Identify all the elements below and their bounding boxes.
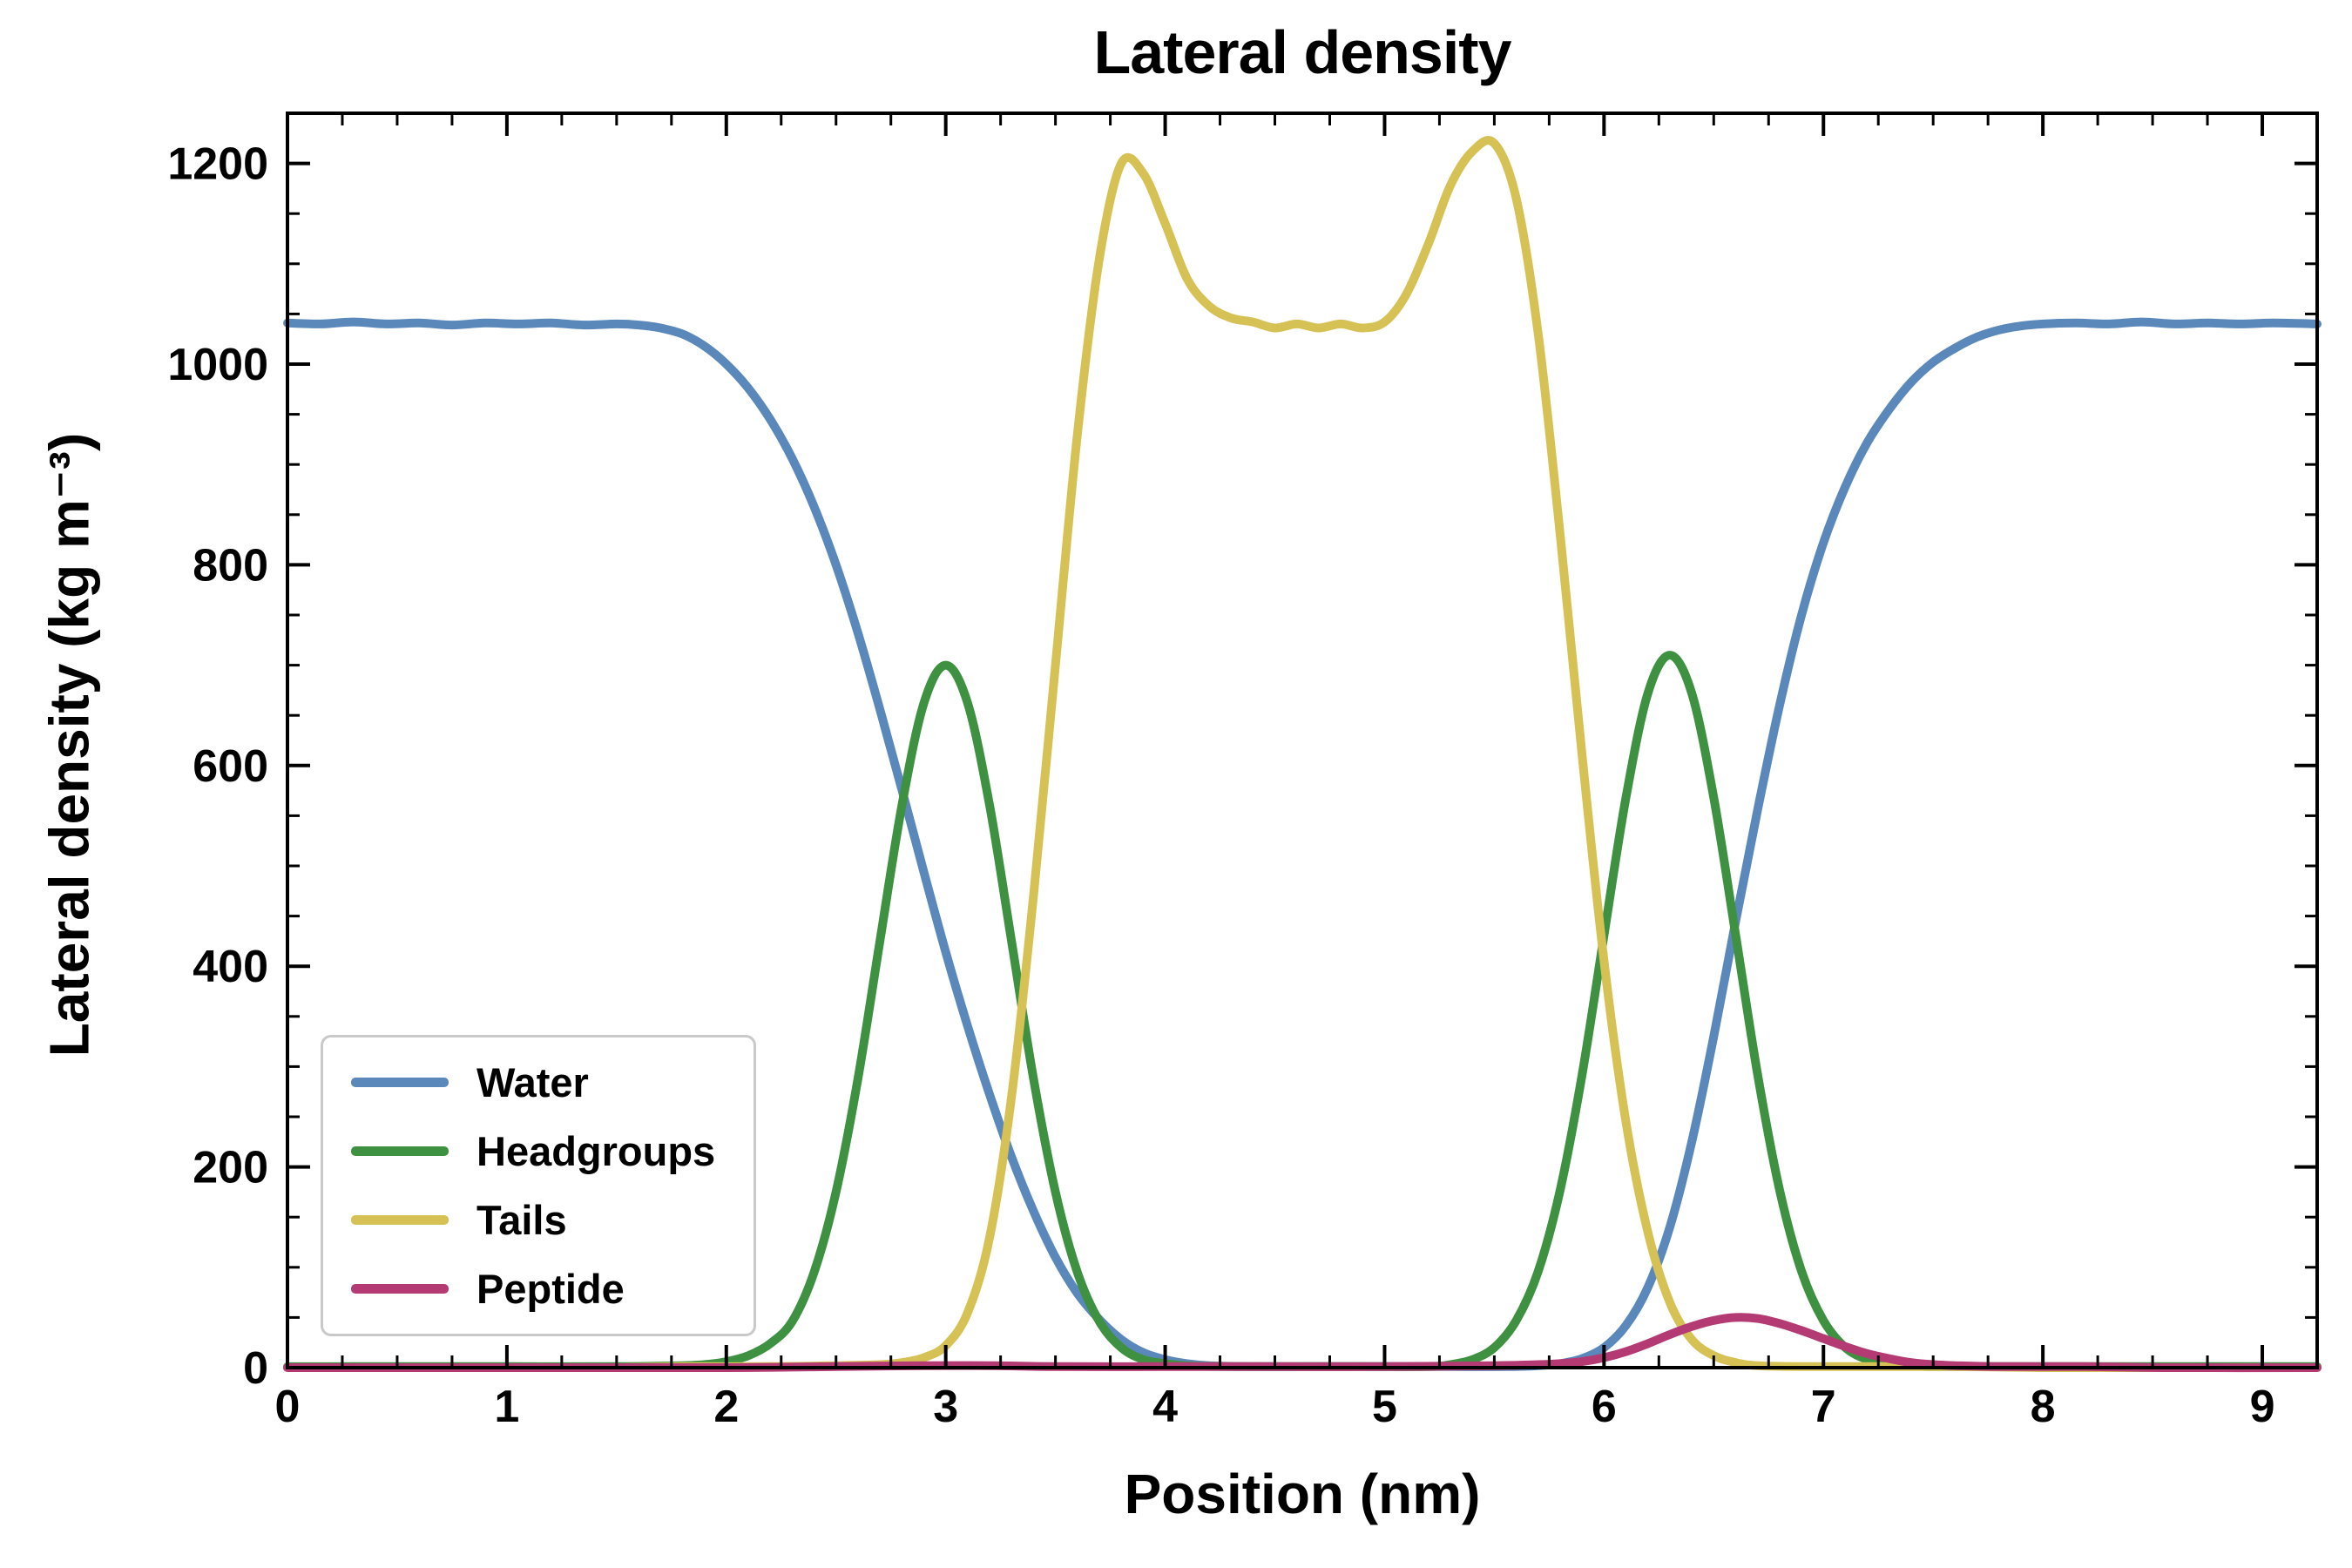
y-tick-label: 200 (193, 1143, 268, 1193)
x-axis-label: Position (nm) (1124, 1463, 1481, 1525)
x-tick-label: 9 (2250, 1382, 2275, 1432)
legend-item-headgroups: Headgroups (351, 1131, 715, 1172)
x-tick-label: 2 (713, 1382, 739, 1432)
x-tick-label: 3 (933, 1382, 958, 1432)
ticks-group (286, 113, 2317, 1369)
legend: Water Headgroups Tails Peptide (321, 1035, 757, 1336)
legend-label-peptide: Peptide (476, 1266, 625, 1312)
legend-label-water: Water (476, 1059, 589, 1105)
y-axis-label: Lateral density (kg m⁻³) (37, 432, 101, 1058)
series-line-tails (283, 136, 2322, 1373)
x-tick-label: 5 (1372, 1382, 1397, 1432)
legend-swatch-headgroups (351, 1146, 449, 1156)
x-tick-label: 1 (494, 1382, 519, 1432)
legend-item-water: Water (351, 1062, 715, 1103)
y-tick-label: 600 (193, 741, 268, 792)
legend-item-peptide: Peptide (351, 1268, 715, 1309)
y-tick-label: 1200 (167, 139, 268, 190)
legend-swatch-tails (351, 1215, 449, 1225)
x-tick-label: 7 (1811, 1382, 1836, 1432)
x-tick-label: 0 (275, 1382, 301, 1432)
series-line-peptide (283, 1313, 2322, 1373)
legend-swatch-peptide (351, 1284, 449, 1294)
legend-label-headgroups: Headgroups (476, 1128, 716, 1174)
y-tick-label: 0 (243, 1343, 268, 1394)
y-tick-label: 800 (193, 540, 268, 591)
y-tick-label: 400 (193, 942, 268, 992)
plot-frame (286, 112, 2319, 1369)
legend-item-tails: Tails (351, 1200, 715, 1240)
y-tick-label: 1000 (167, 340, 268, 390)
legend-swatch-water (351, 1078, 449, 1087)
x-tick-label: 8 (2031, 1382, 2056, 1432)
chart-title: Lateral density (1093, 18, 1511, 86)
x-tick-label: 4 (1152, 1382, 1178, 1432)
legend-label-tails: Tails (476, 1197, 567, 1243)
x-tick-label: 6 (1592, 1382, 1617, 1432)
